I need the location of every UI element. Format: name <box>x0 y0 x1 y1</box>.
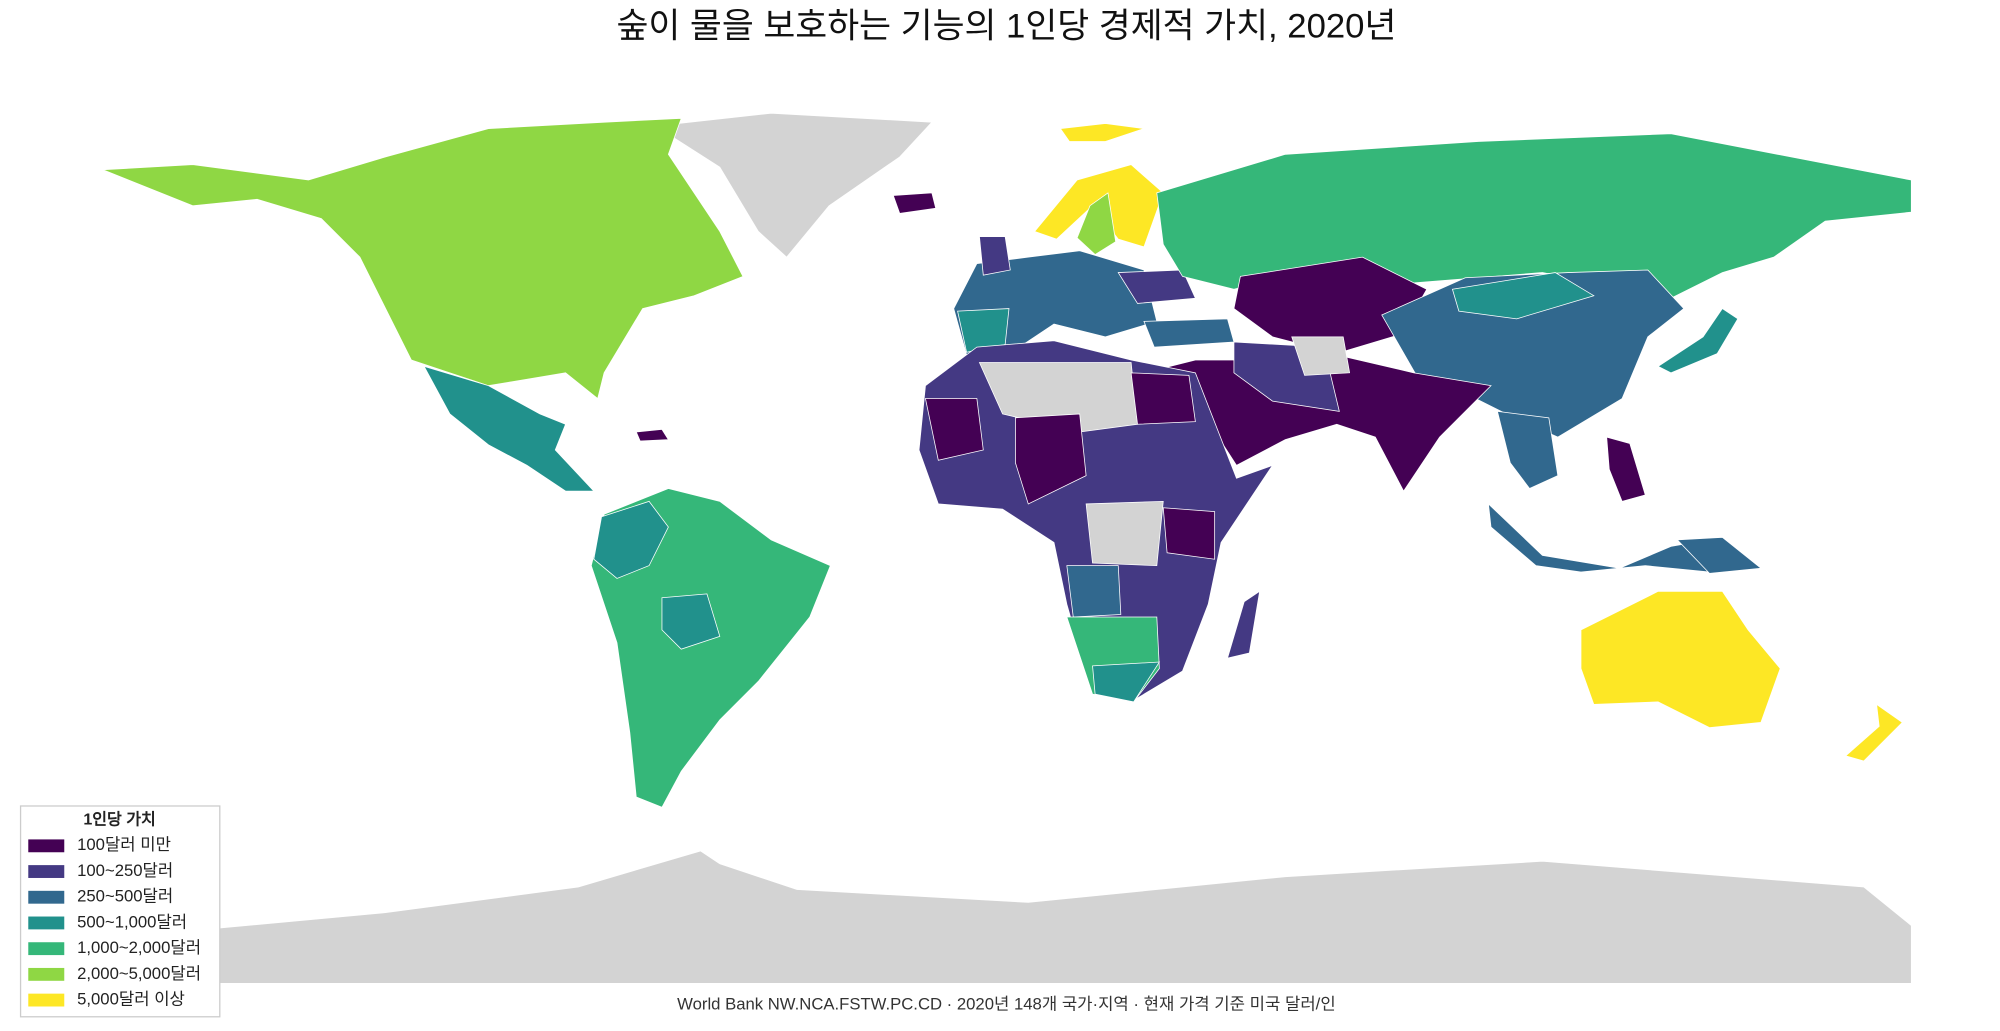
legend-label: 100달러 미만 <box>77 835 171 854</box>
southeast-asia <box>1496 410 1559 489</box>
canada-usa <box>102 117 744 400</box>
japan <box>1657 308 1739 374</box>
uk <box>979 236 1011 276</box>
central-africa-nodata <box>1085 500 1164 567</box>
legend-swatch <box>28 865 65 878</box>
legend-swatch <box>28 839 65 853</box>
legend-swatch <box>28 916 65 930</box>
egypt <box>1130 372 1196 425</box>
haiti <box>635 428 670 442</box>
north-africa-nodata <box>978 362 1138 433</box>
mexico-central-america <box>423 365 595 492</box>
niger-nigeria <box>1015 413 1087 505</box>
legend: 1인당 가치 100달러 미만 100~250달러 250~500달러 500~1,0… <box>19 805 221 1018</box>
south-america <box>590 488 831 808</box>
legend-label: 100~250달러 <box>77 861 173 880</box>
iceland <box>892 192 937 214</box>
legend-swatch <box>28 967 65 981</box>
legend-items: 100달러 미만 100~250달러 250~500달러 500~1,000달러 1,0… <box>28 835 201 1008</box>
turkey <box>1143 318 1235 348</box>
central-asia <box>1233 256 1428 354</box>
world-map <box>102 112 1912 984</box>
tanzania-angola <box>1066 565 1122 618</box>
sweden <box>1076 192 1117 256</box>
south-africa <box>1092 661 1161 703</box>
legend-label: 250~500달러 <box>77 887 173 906</box>
legend-label: 5,000달러 이상 <box>77 989 185 1008</box>
legend-label: 500~1,000달러 <box>77 912 187 931</box>
bolivia <box>661 593 721 650</box>
east-africa <box>1162 507 1216 560</box>
legend-swatch <box>28 993 65 1007</box>
source-note: World Bank NW.NCA.FSTW.PC.CD · 2020년 148… <box>677 995 1336 1014</box>
mongolia <box>1451 272 1595 320</box>
russia <box>1156 133 1912 299</box>
legend-title: 1인당 가치 <box>83 810 155 828</box>
philippines <box>1606 436 1646 502</box>
greenland <box>654 112 933 258</box>
papua-new-guinea <box>1676 536 1762 574</box>
madagascar <box>1226 590 1261 659</box>
new-zealand <box>1844 703 1903 762</box>
antarctica <box>218 850 1912 984</box>
colombia-peru <box>593 500 669 579</box>
ukraine <box>1117 269 1196 304</box>
svalbard <box>1059 123 1145 142</box>
legend-swatch <box>28 890 65 904</box>
legend-label: 2,000~5,000달러 <box>77 964 201 983</box>
legend-label: 1,000~2,000달러 <box>77 938 201 957</box>
australia <box>1580 590 1781 728</box>
arabia-nodata <box>1291 336 1351 376</box>
map-title: 숲이 물을 보호하는 기능의 1인당 경제적 가치, 2020년 <box>616 8 1396 46</box>
legend-swatch <box>28 942 65 956</box>
west-africa <box>924 398 984 461</box>
